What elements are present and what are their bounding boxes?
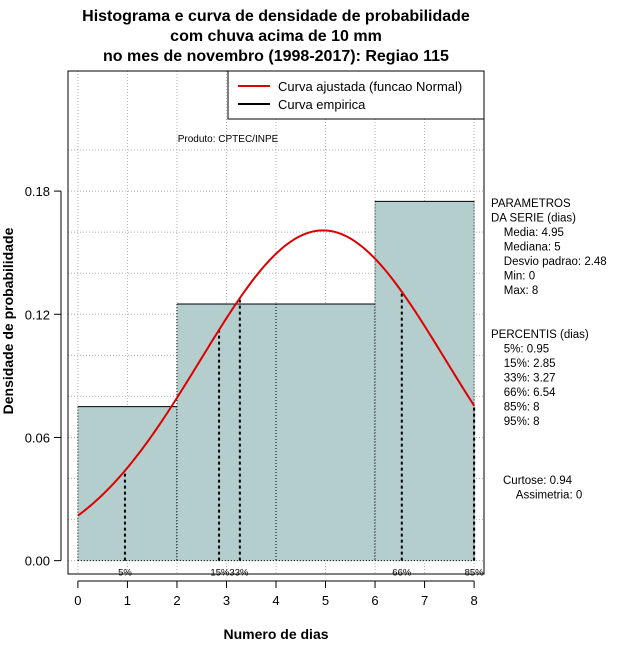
chart-title-line-3: no mes de novembro (1998-2017): Regiao 1… — [103, 48, 449, 65]
percentile-line-text: 85%: 8 — [491, 402, 540, 414]
percentile-label-15-33: 15%33% — [210, 568, 249, 579]
shape-stat-line: Curtose: 0.94 — [503, 475, 573, 487]
percentile-label-5: 5% — [118, 568, 132, 579]
percentile-line-text: 15%: 2.85 — [491, 358, 556, 370]
x-tick-label: 3 — [223, 593, 230, 608]
x-tick-label: 8 — [470, 593, 477, 608]
percentile-label-85: 85% — [465, 568, 485, 579]
x-tick-label: 2 — [173, 593, 180, 608]
percentile-label-66: 66% — [392, 568, 412, 579]
percentile-line-text: 5%: 0.95 — [491, 344, 549, 356]
x-tick-label: 4 — [272, 593, 279, 608]
axes: 0 1 2 3 4 5 6 7 8 0.00 0.06 0.12 0.18 — [25, 184, 478, 608]
parameter-line: DA SERIE (dias) — [491, 213, 576, 225]
percentile-line-text: 33%: 3.27 — [491, 373, 556, 385]
shape-stat-line: Assimetria: 0 — [503, 490, 582, 502]
histogram-bars — [77, 200, 475, 562]
shape-stats: Curtose: 0.94 Assimetria: 0 — [503, 475, 582, 502]
y-axis-label: Densidade de probabilidade — [0, 227, 16, 414]
product-label: Produto: CPTEC/INPE — [178, 134, 279, 145]
y-tick-label: 0.12 — [25, 307, 50, 322]
histogram-bar — [176, 304, 276, 561]
parameter-line: Media: 4.95 — [491, 227, 564, 239]
y-tick-label: 0.18 — [25, 184, 50, 199]
percentile-markers: 5% 15%33% 66% 85% — [118, 291, 485, 579]
legend-label-empirical: Curva empirica — [278, 97, 366, 112]
percentile-line-text: 66%: 6.54 — [491, 387, 556, 399]
normal-curve — [77, 229, 475, 517]
histogram-bar — [77, 406, 177, 561]
legend-box — [227, 70, 485, 120]
x-tick-label: 7 — [421, 593, 428, 608]
chart-title-line-1: Histograma e curva de densidade de proba… — [82, 8, 470, 25]
percentiles-block: PERCENTIS (dias) 5%: 0.95 15%: 2.85 33%:… — [491, 329, 589, 428]
percentile-line-text: 95%: 8 — [491, 416, 540, 428]
legend: Curva ajustada (funcao Normal) Curva emp… — [227, 70, 485, 120]
x-tick-label: 6 — [371, 593, 378, 608]
histogram-bar — [276, 304, 376, 561]
parameter-line: Mediana: 5 — [491, 242, 561, 254]
y-tick-label: 0.00 — [25, 554, 50, 569]
x-axis-label: Numero de dias — [223, 626, 328, 642]
legend-label-fitted: Curva ajustada (funcao Normal) — [278, 79, 462, 94]
x-tick-label: 5 — [322, 593, 329, 608]
parameter-line: Max: 8 — [491, 285, 538, 297]
percentile-line-text: PERCENTIS (dias) — [491, 329, 589, 341]
parameter-line: PARAMETROS — [491, 198, 571, 210]
parameter-line: Min: 0 — [491, 271, 535, 283]
parameter-line: Desvio padrao: 2.48 — [491, 256, 607, 268]
chart-title-line-2: com chuva acima de 10 mm — [170, 28, 382, 45]
x-tick-label: 0 — [74, 593, 81, 608]
y-tick-label: 0.06 — [25, 430, 50, 445]
x-tick-label: 1 — [124, 593, 131, 608]
series-parameters: PARAMETROS DA SERIE (dias) Media: 4.95 Me… — [491, 198, 607, 297]
